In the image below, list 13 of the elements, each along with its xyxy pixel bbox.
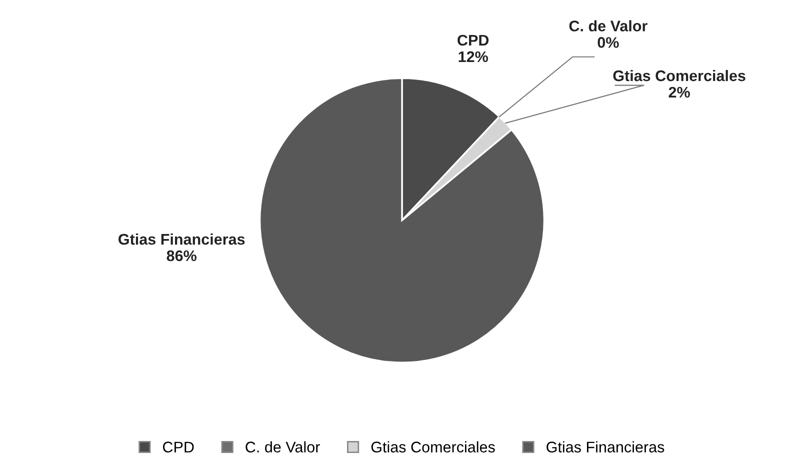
slice-label: Gtias Comerciales [613,70,746,82]
legend-label: Gtias Financieras [546,441,664,452]
legend-label: CPD [163,442,194,452]
pie-slice [258,77,546,364]
category-label: C. de Valor [569,20,648,32]
legend-label: C. de Valor [246,441,320,452]
data-label: 86% [166,250,196,262]
data-label: 12% [458,51,488,62]
legend-label: Gtias Comerciales [371,441,495,452]
text: 0% [598,37,619,48]
slice-label: Gtias Financieras [118,234,245,245]
slice-label: CPD [458,34,489,46]
data-label: 2% [668,86,690,98]
